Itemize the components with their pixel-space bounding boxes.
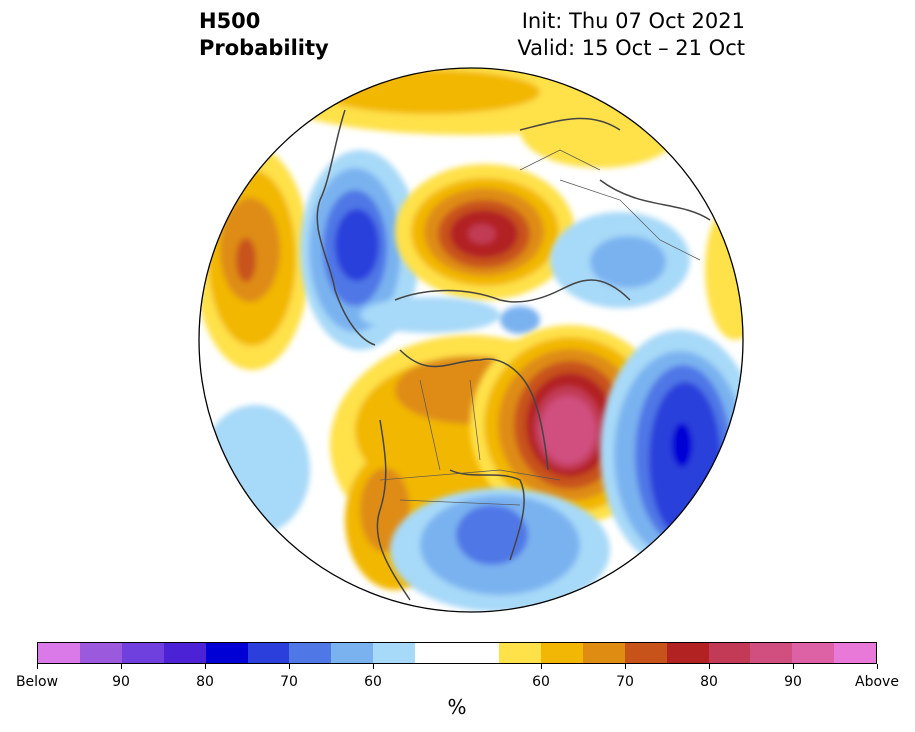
colorbar-tick-label: 60 (364, 674, 382, 690)
colorbar-tick (120, 664, 122, 669)
colorbar-cell (540, 643, 583, 663)
title-variable: H500 (199, 9, 261, 33)
colorbar-cell (834, 643, 877, 663)
anomaly-eastern-us (390, 488, 610, 612)
colorbar-tick-label: 70 (616, 674, 634, 690)
valid-range: Valid: 15 Oct – 21 Oct (517, 36, 745, 60)
anomaly-arctic (395, 164, 575, 300)
borders (379, 149, 701, 506)
anomaly-subtropical-pacific (200, 405, 310, 535)
colorbar (37, 642, 877, 664)
title-right: Init: Thu 07 Oct 2021 Valid: 15 Oct – 21… (517, 8, 745, 62)
colorbar-cell (205, 643, 248, 663)
colorbar-cell (457, 643, 499, 663)
anomaly-scandinavia (360, 212, 690, 334)
colorbar-tick-label: Below (15, 674, 59, 690)
colorbar-tick-label: Above (855, 674, 899, 690)
colorbar-cell (624, 643, 667, 663)
colorbar-cell (38, 643, 80, 663)
colorbar-cell (163, 643, 206, 663)
polar-map (198, 67, 744, 613)
colorbar-cell (121, 643, 164, 663)
colorbar-cell (415, 643, 458, 663)
colorbar-cell (498, 643, 541, 663)
anomaly-north-atlantic (600, 330, 743, 570)
anomaly-top-band (270, 68, 680, 168)
colorbar-tick (708, 664, 710, 669)
coastlines (316, 109, 711, 601)
colorbar-tick (36, 664, 38, 669)
title-product: Probability (199, 36, 329, 60)
colorbar-tick (540, 664, 542, 669)
colorbar-tick (372, 664, 374, 669)
colorbar-cell (708, 643, 751, 663)
colorbar-cell (247, 643, 290, 663)
init-date: Init: Thu 07 Oct 2021 (521, 9, 745, 33)
colorbar-cell (750, 643, 793, 663)
colorbar-unit: % (447, 695, 467, 719)
colorbar-tick (792, 664, 794, 669)
colorbar-cell (373, 643, 416, 663)
colorbar-tick (624, 664, 626, 669)
colorbar-cell (79, 643, 122, 663)
colorbar-tick (876, 664, 878, 669)
colorbar-cell (792, 643, 835, 663)
colorbar-tick-label: 80 (700, 674, 718, 690)
anomaly-right-edge (705, 200, 743, 340)
colorbar-tick-label: 60 (532, 674, 550, 690)
colorbar-tick-label: 80 (196, 674, 214, 690)
colorbar-tick-label: 90 (784, 674, 802, 690)
title-left: H500 Probability (199, 8, 329, 62)
colorbar-tick (204, 664, 206, 669)
colorbar-cell (331, 643, 374, 663)
colorbar-tick-label: 70 (280, 674, 298, 690)
anomaly-east-siberia (300, 150, 420, 350)
colorbar-cell (289, 643, 332, 663)
colorbar-tick (288, 664, 290, 669)
colorbar-cell (582, 643, 625, 663)
colorbar-cell (666, 643, 709, 663)
map-boundary (198, 67, 744, 613)
colorbar-tick-label: 90 (112, 674, 130, 690)
